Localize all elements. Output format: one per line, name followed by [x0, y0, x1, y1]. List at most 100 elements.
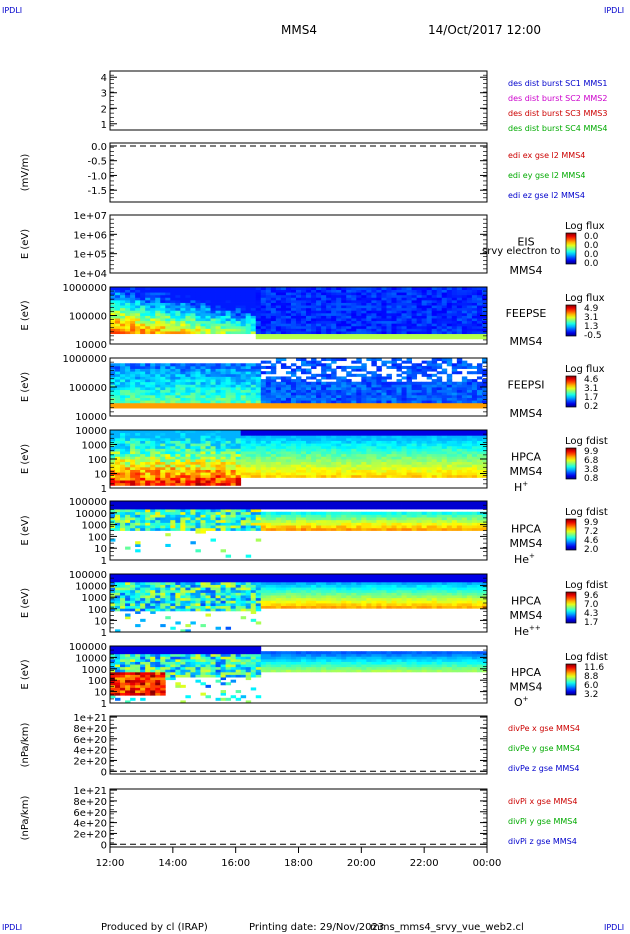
spectrogram-cell — [155, 371, 161, 375]
spectrogram-cell — [461, 384, 468, 388]
spectrogram-cell — [140, 514, 146, 518]
spectrogram-cell — [175, 384, 181, 388]
spectrogram-cell — [436, 305, 443, 309]
spectrogram-cell — [461, 469, 468, 473]
spectrogram-cell — [140, 430, 146, 434]
spectrogram-cell — [356, 389, 362, 393]
spectrogram-cell — [240, 292, 247, 296]
spectrogram-cell — [240, 437, 247, 441]
spectrogram-cell — [396, 389, 402, 393]
spectrogram-cell — [115, 397, 121, 401]
spectrogram-cell — [150, 527, 156, 531]
spectrogram-cell — [210, 474, 216, 478]
spectrogram-cell — [471, 437, 478, 441]
spectrogram-cell — [416, 297, 423, 301]
spectrogram-cell — [245, 501, 252, 505]
spectrogram-cell — [245, 315, 252, 319]
overlay-label: srvy electron to — [482, 246, 560, 257]
spectrogram-cell — [180, 469, 186, 473]
spectrogram-cell — [165, 389, 171, 393]
spectrogram-cell — [401, 384, 407, 388]
spectrogram-cell — [476, 289, 483, 293]
spectrogram-cell — [376, 511, 382, 515]
spectrogram-cell — [371, 394, 377, 398]
spectrogram-cell — [386, 297, 392, 301]
spectrogram-cell — [321, 525, 327, 529]
spectrogram-cell — [175, 461, 181, 465]
spectrogram-cell — [326, 437, 332, 441]
spectrogram-cell — [366, 525, 372, 529]
spectrogram-cell — [406, 405, 412, 409]
spectrogram-cell — [255, 379, 262, 383]
spectrogram-cell — [446, 376, 453, 380]
spectrogram-cell — [295, 299, 302, 303]
spectrogram-cell — [331, 389, 337, 393]
spectrogram-cell — [411, 503, 418, 507]
spectrogram-cell — [125, 376, 131, 380]
spectrogram-cell — [205, 389, 211, 393]
spectrogram-cell — [135, 503, 141, 507]
spectrogram-cell — [245, 400, 252, 404]
spectrogram-cell — [275, 453, 282, 457]
spectrogram-cell — [225, 448, 232, 452]
spectrogram-cell — [321, 384, 327, 388]
spectrogram-cell — [371, 358, 377, 362]
spectrogram-cell — [135, 437, 141, 441]
spectrogram-cell — [275, 397, 282, 401]
spectrogram-cell — [376, 501, 382, 505]
spectrogram-cell — [391, 469, 397, 473]
spectrogram-cell — [456, 443, 463, 447]
spectrogram-cell — [406, 453, 412, 457]
spectrogram-cell — [140, 379, 146, 383]
spectrogram-cell — [481, 400, 488, 404]
spectrogram-cell — [255, 302, 262, 306]
spectrogram-cell — [295, 379, 302, 383]
spectrogram-cell — [185, 323, 191, 327]
spectrogram-cell — [456, 363, 463, 367]
spectrogram-cell — [130, 320, 136, 324]
spectrogram-cell — [351, 368, 357, 372]
spectrogram-cell — [466, 292, 473, 296]
spectrogram-cell — [331, 511, 337, 515]
spectrogram-cell — [446, 294, 453, 298]
spectrogram-cell — [301, 320, 307, 324]
spectrogram-cell — [160, 472, 166, 476]
spectrogram-cell — [341, 514, 347, 518]
spectrogram-cell — [411, 302, 418, 306]
spectrogram-cell — [421, 320, 428, 324]
spectrogram-cell — [381, 459, 387, 463]
spectrogram-cell — [210, 363, 216, 367]
spectrogram-cell — [381, 445, 387, 449]
spectrogram-cell — [301, 299, 307, 303]
spectrogram-cell — [160, 400, 166, 404]
spectrogram-cell — [125, 292, 131, 296]
spectrogram-cell — [391, 400, 397, 404]
spectrogram-cell — [481, 430, 488, 434]
spectrogram-cell — [155, 376, 161, 380]
spectrogram-cell — [210, 320, 216, 324]
spectrogram-cell — [441, 501, 448, 505]
spectrogram-cell — [441, 289, 448, 293]
spectrogram-cell — [175, 480, 181, 484]
spectrogram-cell — [175, 381, 181, 385]
spectrogram-cell — [205, 461, 211, 465]
spectrogram-cell — [140, 310, 146, 314]
spectrogram-cell — [411, 312, 418, 316]
spectrogram-cell — [426, 511, 433, 515]
spectrogram-cell — [436, 331, 443, 335]
spectrogram-cell — [220, 373, 227, 377]
spectrogram-cell — [321, 459, 327, 463]
spectrogram-cell — [321, 315, 327, 319]
spectrogram-cell — [476, 445, 483, 449]
spectrogram-cell — [476, 519, 483, 523]
spectrogram-cell — [346, 294, 352, 298]
spectrogram-cell — [306, 501, 312, 505]
spectrogram-cell — [431, 373, 438, 377]
spectrogram-cell — [391, 461, 397, 465]
spectrogram-cell — [190, 323, 196, 327]
spectrogram-cell — [386, 432, 392, 436]
spectrogram-cell — [371, 289, 377, 293]
spectrogram-cell — [456, 440, 463, 444]
spectrogram-cell — [421, 448, 428, 452]
